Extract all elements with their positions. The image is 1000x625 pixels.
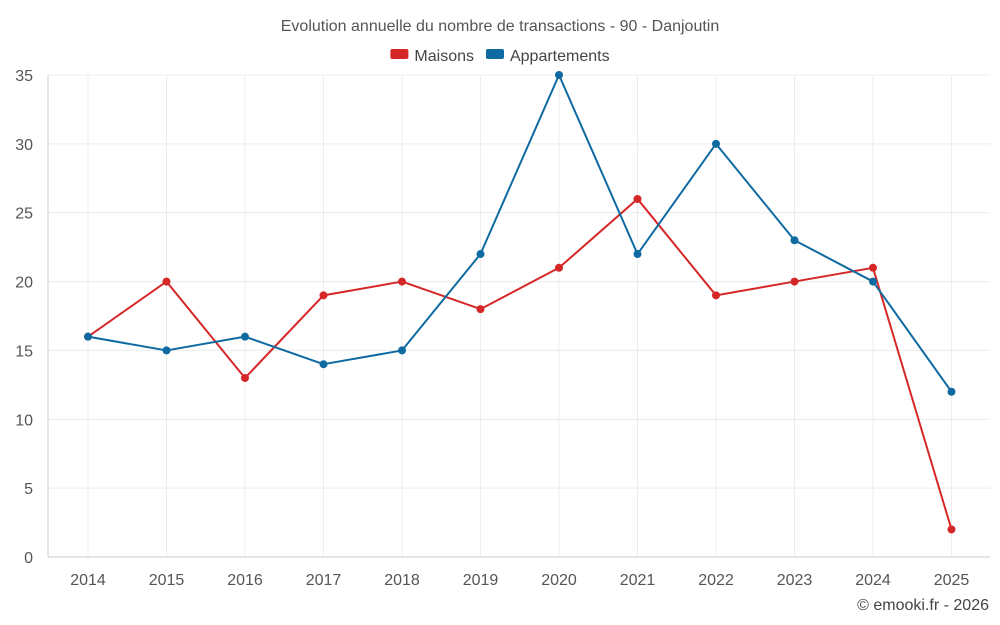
series-maisons xyxy=(84,194,956,534)
data-point xyxy=(162,277,171,286)
y-tick-label: 5 xyxy=(24,481,33,498)
data-point xyxy=(869,277,877,286)
y-tick-label: 35 xyxy=(15,68,33,85)
data-point xyxy=(712,291,720,300)
legend: Maisons Appartements xyxy=(390,48,610,65)
data-point xyxy=(790,236,799,245)
legend-swatch xyxy=(485,49,504,59)
legend-label: Maisons xyxy=(414,48,474,65)
x-tick-label: 2024 xyxy=(855,572,891,589)
series-line xyxy=(87,74,953,393)
series-appartements xyxy=(84,71,956,396)
data-point xyxy=(555,263,563,272)
legend-swatch xyxy=(390,49,409,59)
x-tick-label: 2022 xyxy=(698,572,734,589)
data-point xyxy=(84,332,92,341)
credit-text: © emooki.fr - 2026 xyxy=(857,597,989,614)
x-tick-label: 2016 xyxy=(227,572,263,589)
y-tick-label: 0 xyxy=(24,550,33,567)
x-tick-label: 2017 xyxy=(306,572,342,589)
data-point xyxy=(398,277,406,286)
x-tick-label: 2018 xyxy=(384,572,420,589)
x-tick-label: 2014 xyxy=(70,572,106,589)
x-tick-label: 2020 xyxy=(541,572,577,589)
data-point xyxy=(476,250,485,259)
x-tick-label: 2015 xyxy=(149,572,185,589)
y-tick-label: 20 xyxy=(15,275,33,292)
data-point xyxy=(476,305,485,314)
data-point xyxy=(241,373,249,382)
x-tick-label: 2019 xyxy=(463,572,499,589)
data-point xyxy=(790,277,799,286)
data-point xyxy=(712,139,720,148)
data-point xyxy=(633,194,642,203)
data-point xyxy=(162,346,171,355)
series-line xyxy=(87,197,953,530)
chart-title: Evolution annuelle du nombre de transact… xyxy=(281,18,720,35)
data-point xyxy=(633,250,642,259)
data-point xyxy=(869,263,877,272)
data-point xyxy=(319,360,328,369)
y-tick-label: 25 xyxy=(15,206,33,223)
x-tick-label: 2023 xyxy=(777,572,813,589)
y-tick-label: 15 xyxy=(15,343,33,360)
x-tick-label: 2021 xyxy=(620,572,656,589)
data-point xyxy=(947,387,956,396)
data-point xyxy=(398,346,406,355)
y-tick-label: 30 xyxy=(15,137,33,154)
data-point xyxy=(555,71,563,79)
grid xyxy=(47,74,990,558)
data-point xyxy=(241,332,249,341)
series-group xyxy=(84,71,956,534)
data-point xyxy=(947,525,956,534)
x-tick-label: 2025 xyxy=(934,572,970,589)
x-axis: 2014 2015 2016 2017 2018 2019 2020 2021 2022 2023… xyxy=(70,572,969,589)
legend-item-maisons: Maisons xyxy=(390,48,474,65)
data-point xyxy=(319,291,328,300)
legend-item-appartements: Appartements xyxy=(485,48,610,65)
y-tick-label: 10 xyxy=(15,412,33,429)
y-axis: 0 5 10 15 20 25 30 35 xyxy=(15,68,33,567)
legend-label: Appartements xyxy=(510,48,610,65)
